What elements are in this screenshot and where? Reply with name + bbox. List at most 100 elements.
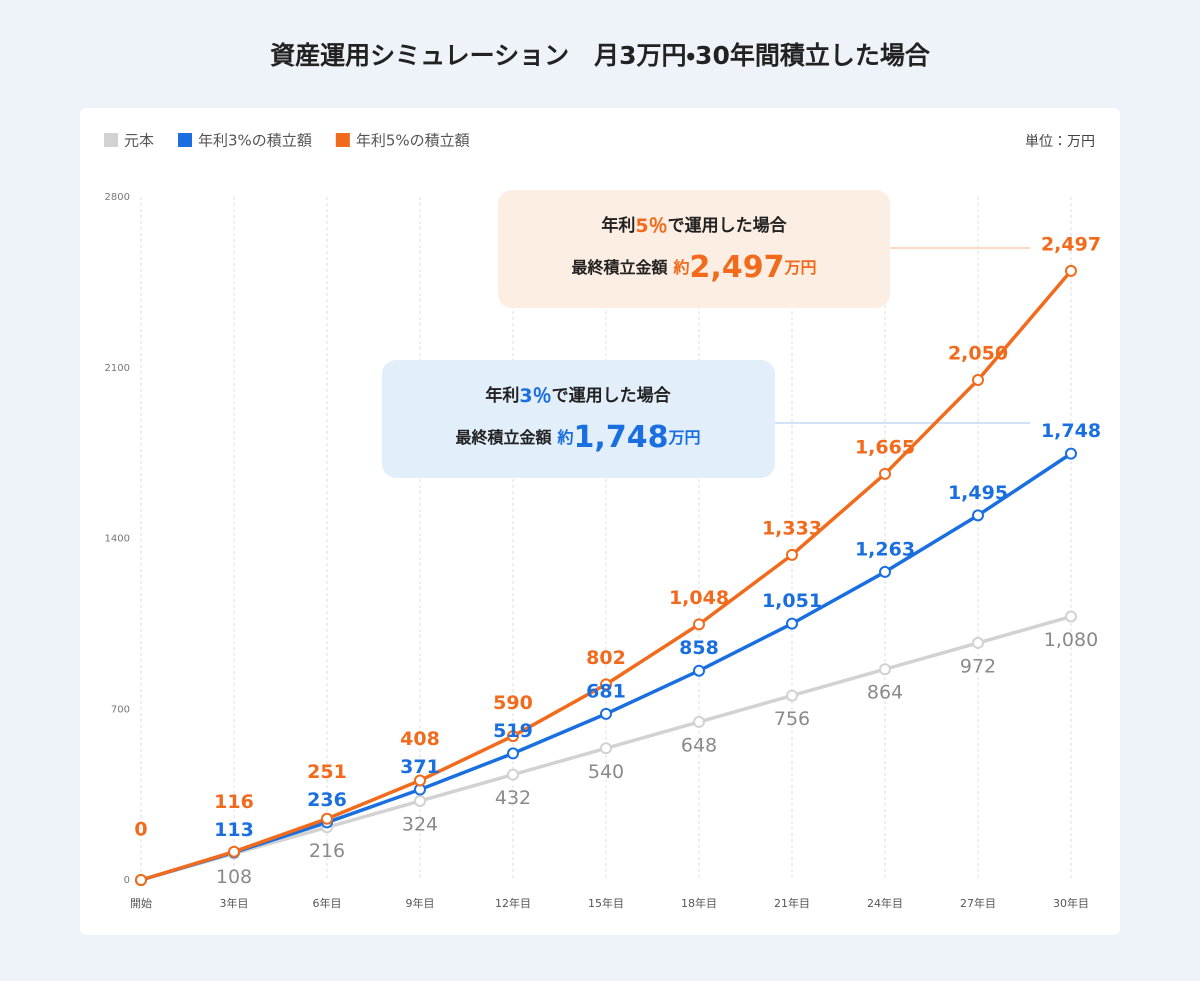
point [600,707,612,720]
callout-amount: 1,748 [574,420,669,455]
value-label: 648 [681,734,717,756]
callout-text: 年利 [601,215,635,236]
value-label: 251 [307,761,347,783]
y-tick-label: 700 [111,704,130,715]
unit-label: 単位：万円 [1025,134,1095,150]
callout-box [382,360,775,478]
legend-swatch [178,133,193,147]
point [972,373,984,386]
point [879,663,891,676]
point [135,874,147,886]
point [786,548,798,561]
value-label: 0 [134,819,147,841]
callout-approx: 約 [557,428,574,447]
point [693,618,705,631]
value-label: 1,665 [855,436,915,458]
legend-swatch [104,133,118,147]
value-label: 408 [400,728,440,750]
value-label: 236 [307,789,347,811]
y-tick-label: 1400 [105,534,130,545]
value-label: 1,048 [669,587,729,609]
point [507,768,519,781]
value-label: 1,080 [1044,629,1098,651]
value-label: 1,051 [762,590,822,612]
x-tick-label: 開始 [130,896,152,910]
value-label: 2,050 [948,342,1008,364]
value-label: 802 [586,647,626,669]
value-label: 108 [216,866,252,888]
callout-line: 年利3％で運用した場合 [485,385,671,407]
callout-approx: 約 [673,258,690,277]
callout-rate: 5％ [635,215,667,237]
y-tick-label: 2800 [105,192,130,203]
callout-unit: 万円 [783,258,816,277]
x-tick-label: 9年目 [406,896,435,910]
value-label: 972 [960,655,996,677]
point [879,565,891,578]
point [1065,447,1077,460]
point [693,664,705,677]
y-tick-label: 2100 [105,363,130,374]
callout-line: 最終積立金額 約1,748万円 [456,420,701,455]
point [414,794,426,807]
legend-swatch [335,133,350,147]
legend-label: 元本 [124,132,154,150]
value-label: 432 [495,787,531,809]
value-label: 519 [493,720,533,742]
x-tick-label: 27年目 [960,896,996,910]
callout-caption: 最終積立金額 [456,428,553,447]
card [80,108,1120,935]
point [879,467,891,480]
callout-caption: 最終積立金額 [572,258,669,277]
point [1065,610,1077,623]
x-tick-label: 6年目 [313,896,342,910]
value-label: 1,495 [948,482,1008,504]
point [321,812,333,825]
y-tick-label: 0 [124,875,130,886]
point [600,678,612,691]
legend-label: 年利3%の積立額 [198,132,312,150]
callout-text: で運用した場合 [552,385,672,406]
x-tick-label: 3年目 [220,896,249,910]
value-label: 324 [402,813,438,835]
value-label: 540 [588,761,624,783]
x-tick-label: 21年目 [774,896,810,910]
callout-rate: 3％ [519,385,551,407]
x-tick-label: 12年目 [495,896,531,910]
callout-unit: 万円 [667,428,700,447]
value-label: 1,333 [762,517,822,539]
point [228,845,240,858]
point [972,509,984,522]
x-tick-label: 24年目 [867,896,903,910]
point [507,730,519,743]
value-label: 371 [400,756,440,778]
callout-line: 年利5％で運用した場合 [601,215,787,237]
point [972,636,984,649]
x-tick-label: 15年目 [588,896,624,910]
value-label: 590 [493,692,533,714]
callout-text: で運用した場合 [668,215,788,236]
point [1065,264,1077,277]
callout-box [498,190,890,308]
value-label: 858 [679,637,719,659]
point [693,715,705,728]
value-label: 2,497 [1041,233,1101,255]
point [786,617,798,630]
callout-amount: 2,497 [690,250,785,285]
callout-line: 最終積立金額 約2,497万円 [572,250,817,285]
value-label: 116 [214,791,254,813]
point [414,774,426,787]
point [786,689,798,702]
x-tick-label: 30年目 [1053,896,1089,910]
value-label: 113 [214,819,254,841]
point [600,742,612,755]
value-label: 864 [867,682,903,704]
callout-text: 年利 [485,385,519,406]
value-label: 681 [586,680,626,702]
value-label: 1,748 [1041,420,1101,442]
value-label: 1,263 [855,538,915,560]
point [507,747,519,760]
x-tick-label: 18年目 [681,896,717,910]
